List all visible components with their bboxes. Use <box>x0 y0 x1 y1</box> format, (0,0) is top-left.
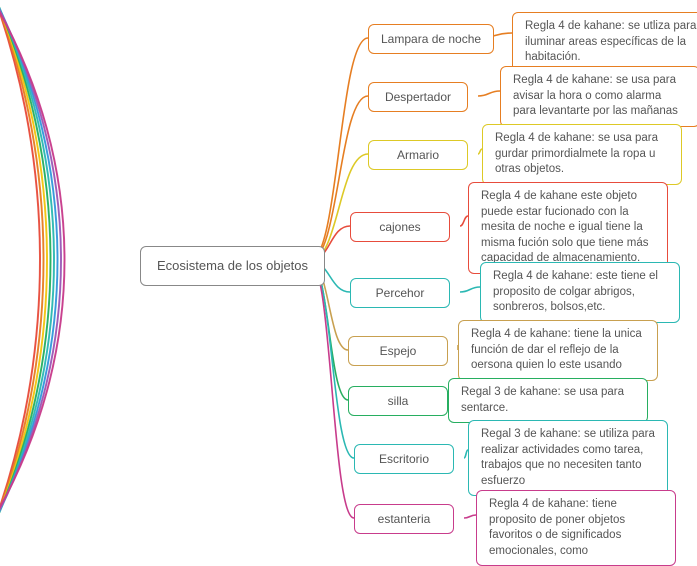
desc-despertador[interactable]: Regla 4 de kahane: se usa para avisar la… <box>500 66 697 127</box>
branch-silla[interactable]: silla <box>348 386 448 416</box>
branch-cajones[interactable]: cajones <box>350 212 450 242</box>
branch-label: Percehor <box>376 286 425 300</box>
branch-estanteria[interactable]: estanteria <box>354 504 454 534</box>
branch-despertador[interactable]: Despertador <box>368 82 468 112</box>
desc-text: Regla 4 de kahane: este tiene el proposi… <box>493 270 658 313</box>
branch-label: cajones <box>379 220 420 234</box>
branch-label: Despertador <box>385 90 451 104</box>
desc-text: Regla 4 de kahane este objeto puede esta… <box>481 190 648 264</box>
branch-lampara[interactable]: Lampara de noche <box>368 24 494 54</box>
root-node[interactable]: Ecosistema de los objetos <box>140 246 325 286</box>
branch-espejo[interactable]: Espejo <box>348 336 448 366</box>
desc-text: Regla 4 de kahane: se usa para avisar la… <box>513 74 678 117</box>
desc-text: Regla 4 de kahane: tiene proposito de po… <box>489 498 625 557</box>
branch-label: estanteria <box>378 512 431 526</box>
branch-percehor[interactable]: Percehor <box>350 278 450 308</box>
desc-text: Regla 4 de kahane: tiene la unica funció… <box>471 328 642 371</box>
branch-label: Escritorio <box>379 452 429 466</box>
desc-cajones[interactable]: Regla 4 de kahane este objeto puede esta… <box>468 182 668 274</box>
desc-text: Regal 3 de kahane: se usa para sentarce. <box>461 386 624 414</box>
desc-text: Regal 3 de kahane: se utiliza para reali… <box>481 428 655 487</box>
branch-armario[interactable]: Armario <box>368 140 468 170</box>
desc-lampara[interactable]: Regla 4 de kahane: se utliza para ilumin… <box>512 12 697 73</box>
branch-label: silla <box>388 394 409 408</box>
branch-escritorio[interactable]: Escritorio <box>354 444 454 474</box>
desc-espejo[interactable]: Regla 4 de kahane: tiene la unica funció… <box>458 320 658 381</box>
desc-estanteria[interactable]: Regla 4 de kahane: tiene proposito de po… <box>476 490 676 566</box>
branch-label: Armario <box>397 148 439 162</box>
desc-armario[interactable]: Regla 4 de kahane: se usa para gurdar pr… <box>482 124 682 185</box>
desc-percehor[interactable]: Regla 4 de kahane: este tiene el proposi… <box>480 262 680 323</box>
desc-text: Regla 4 de kahane: se utliza para ilumin… <box>525 20 696 63</box>
desc-silla[interactable]: Regal 3 de kahane: se usa para sentarce. <box>448 378 648 423</box>
root-label: Ecosistema de los objetos <box>157 258 308 273</box>
branch-label: Lampara de noche <box>381 32 481 46</box>
desc-text: Regla 4 de kahane: se usa para gurdar pr… <box>495 132 658 175</box>
branch-label: Espejo <box>380 344 417 358</box>
desc-escritorio[interactable]: Regal 3 de kahane: se utiliza para reali… <box>468 420 668 496</box>
